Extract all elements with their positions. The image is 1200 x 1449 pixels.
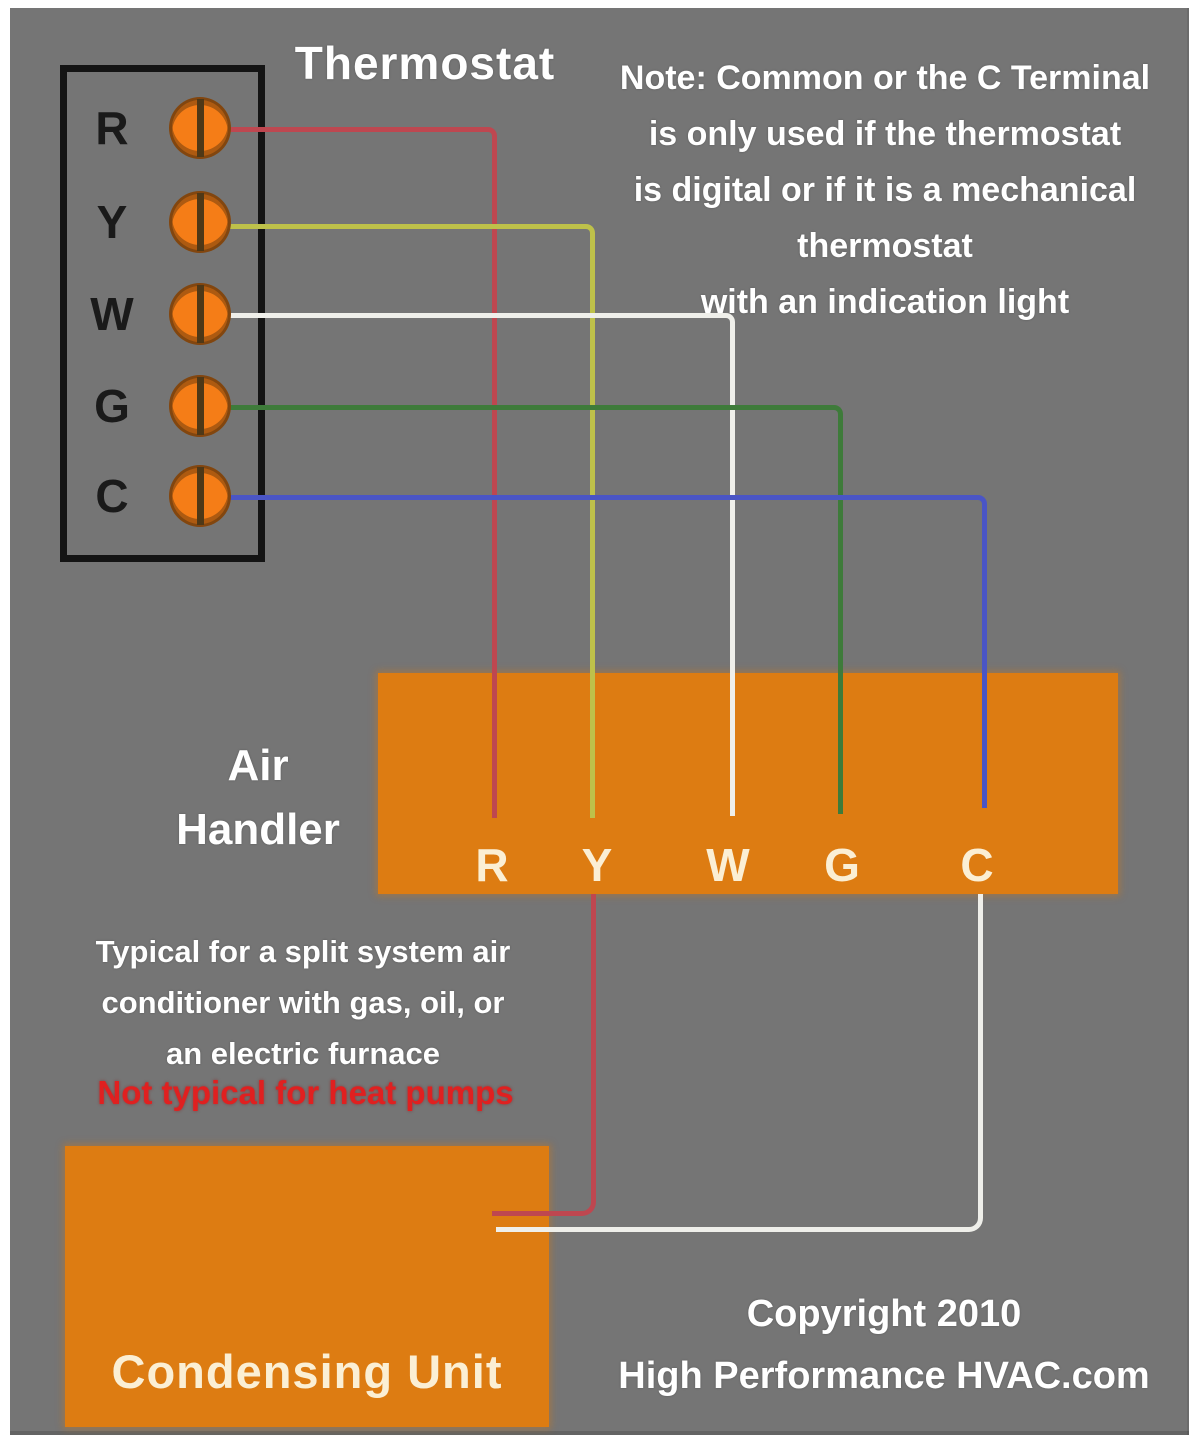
wire-red-r (220, 127, 497, 818)
heat-pump-warning: Not typical for heat pumps (97, 1074, 514, 1111)
terminal-label-r: R (95, 102, 129, 154)
wire-white-w (220, 313, 735, 816)
copyright-line-1: Copyright 2010 (746, 1293, 1022, 1335)
note-line-3: is digital or if it is a mechanical (633, 171, 1137, 209)
wire-white-to-condensing-unit (496, 894, 983, 1232)
screw-terminal-icon-y (169, 191, 231, 253)
condensing-unit-box: Condensing Unit (65, 1146, 549, 1427)
thermostat-terminal-block: R Y W G C (60, 65, 265, 562)
air-handler-terminal-c: C (960, 839, 994, 891)
air-handler-terminal-w: W (706, 839, 750, 891)
note-line-1: Note: Common or the C Terminal (619, 59, 1151, 97)
description-line-3: an electric furnace (166, 1036, 440, 1071)
description-line-1: Typical for a split system air (95, 934, 511, 969)
system-description: Typical for a split system air condition… (38, 926, 568, 1079)
note-line-2: is only used if the thermostat (648, 115, 1122, 153)
terminal-label-y: Y (96, 196, 128, 248)
screw-terminal-icon-w (169, 283, 231, 345)
air-handler-terminal-g: G (824, 839, 860, 891)
note-line-5: with an indication light (700, 283, 1070, 321)
air-handler-label-line-2: Handler (176, 805, 340, 854)
wire-blue-c (220, 495, 987, 808)
c-terminal-note: Note: Common or the C Terminal is only u… (585, 50, 1185, 330)
terminal-label-g: G (94, 380, 130, 432)
condensing-unit-label: Condensing Unit (111, 1345, 503, 1398)
thermostat-title: Thermostat (294, 37, 556, 89)
screw-slot-icon (196, 285, 204, 343)
terminal-label-c: C (95, 470, 129, 522)
air-handler-label-line-1: Air (227, 741, 289, 790)
screw-slot-icon (196, 467, 204, 525)
copyright-line-2: High Performance HVAC.com (618, 1355, 1150, 1397)
air-handler-label: Air Handler (108, 734, 408, 862)
wire-yellow-y (220, 224, 595, 818)
wire-red-to-condensing-unit (492, 894, 596, 1216)
screw-terminal-icon-c (169, 465, 231, 527)
note-line-4: thermostat (797, 227, 973, 265)
air-handler-box (378, 673, 1118, 894)
air-handler-terminal-r: R (475, 839, 509, 891)
screw-slot-icon (196, 377, 204, 435)
screw-slot-icon (196, 193, 204, 251)
screw-terminal-icon-g (169, 375, 231, 437)
air-handler-terminal-y: Y (581, 839, 613, 891)
copyright-notice: Copyright 2010 High Performance HVAC.com (610, 1283, 1158, 1407)
screw-slot-icon (196, 99, 204, 157)
wire-green-g (220, 405, 843, 814)
diagram-background: Thermostat Note: Common or the C Termina… (10, 8, 1189, 1435)
terminal-label-w: W (90, 288, 134, 340)
description-line-2: conditioner with gas, oil, or (101, 985, 505, 1020)
screw-terminal-icon-r (169, 97, 231, 159)
